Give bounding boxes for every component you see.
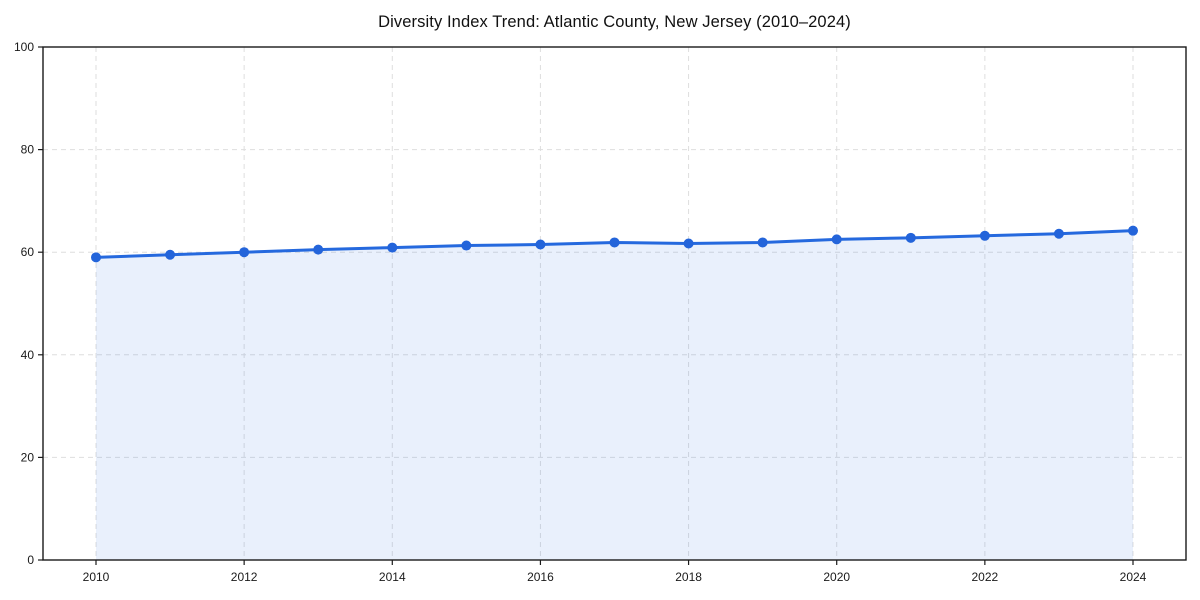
data-point-2012 bbox=[239, 247, 250, 258]
y-tick-label: 0 bbox=[27, 553, 34, 567]
plot-border bbox=[42, 46, 1187, 561]
x-tick-label: 2020 bbox=[823, 570, 850, 584]
data-point-2023 bbox=[1053, 228, 1064, 239]
data-point-2013 bbox=[313, 244, 324, 255]
data-point-2019 bbox=[757, 237, 768, 248]
data-point-2010 bbox=[91, 252, 101, 263]
x-tick-label: 2014 bbox=[379, 570, 406, 584]
data-point-2022 bbox=[979, 230, 990, 241]
area-fill bbox=[96, 230, 1133, 561]
data-point-2016 bbox=[535, 239, 546, 250]
x-tick-label: 2018 bbox=[675, 570, 702, 584]
x-tick-label: 2024 bbox=[1120, 570, 1147, 584]
data-point-2011 bbox=[165, 249, 176, 260]
data-point-2015 bbox=[461, 240, 472, 251]
data-point-2017 bbox=[609, 237, 620, 248]
data-point-2018 bbox=[683, 238, 694, 249]
x-tick-label: 2012 bbox=[231, 570, 258, 584]
y-tick-label: 60 bbox=[21, 245, 35, 259]
x-tick-label: 2010 bbox=[83, 570, 110, 584]
y-tick-label: 100 bbox=[14, 40, 34, 54]
data-point-2014 bbox=[387, 242, 398, 253]
chart-title: Diversity Index Trend: Atlantic County, … bbox=[378, 13, 851, 31]
data-point-2021 bbox=[905, 232, 916, 243]
y-tick-label: 40 bbox=[21, 348, 35, 362]
y-tick-label: 80 bbox=[21, 143, 35, 157]
y-tick-label: 20 bbox=[21, 450, 35, 464]
data-point-2024 bbox=[1128, 225, 1138, 236]
x-tick-label: 2016 bbox=[527, 570, 554, 584]
data-point-2020 bbox=[831, 234, 842, 245]
x-tick-label: 2022 bbox=[972, 570, 999, 584]
